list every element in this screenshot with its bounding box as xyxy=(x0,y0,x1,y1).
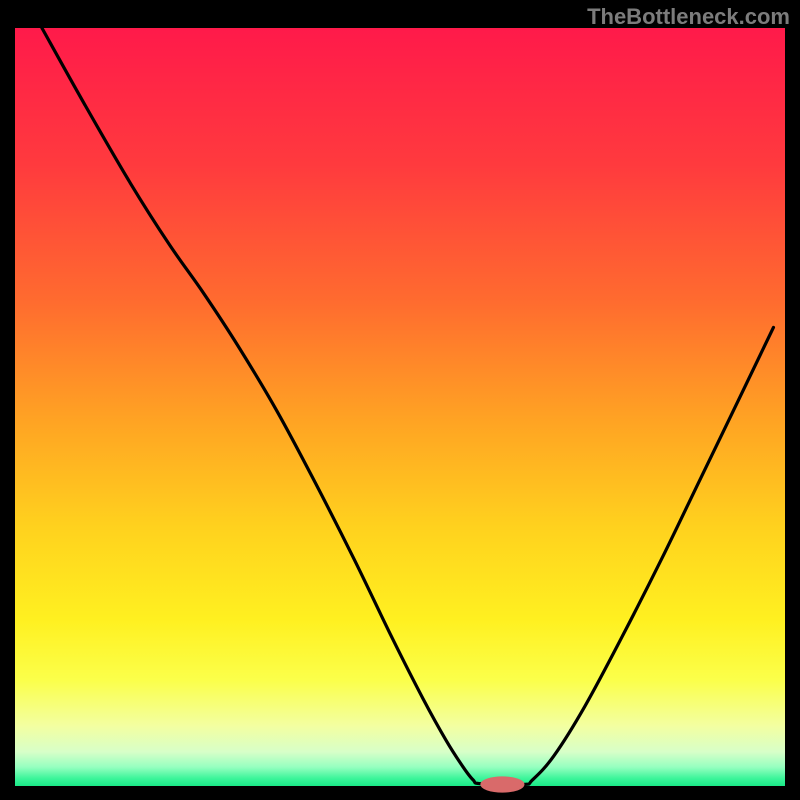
optimal-marker xyxy=(481,777,524,792)
chart-svg xyxy=(0,0,800,800)
watermark-text: TheBottleneck.com xyxy=(587,4,790,30)
bottleneck-chart: TheBottleneck.com xyxy=(0,0,800,800)
chart-background xyxy=(15,28,785,786)
